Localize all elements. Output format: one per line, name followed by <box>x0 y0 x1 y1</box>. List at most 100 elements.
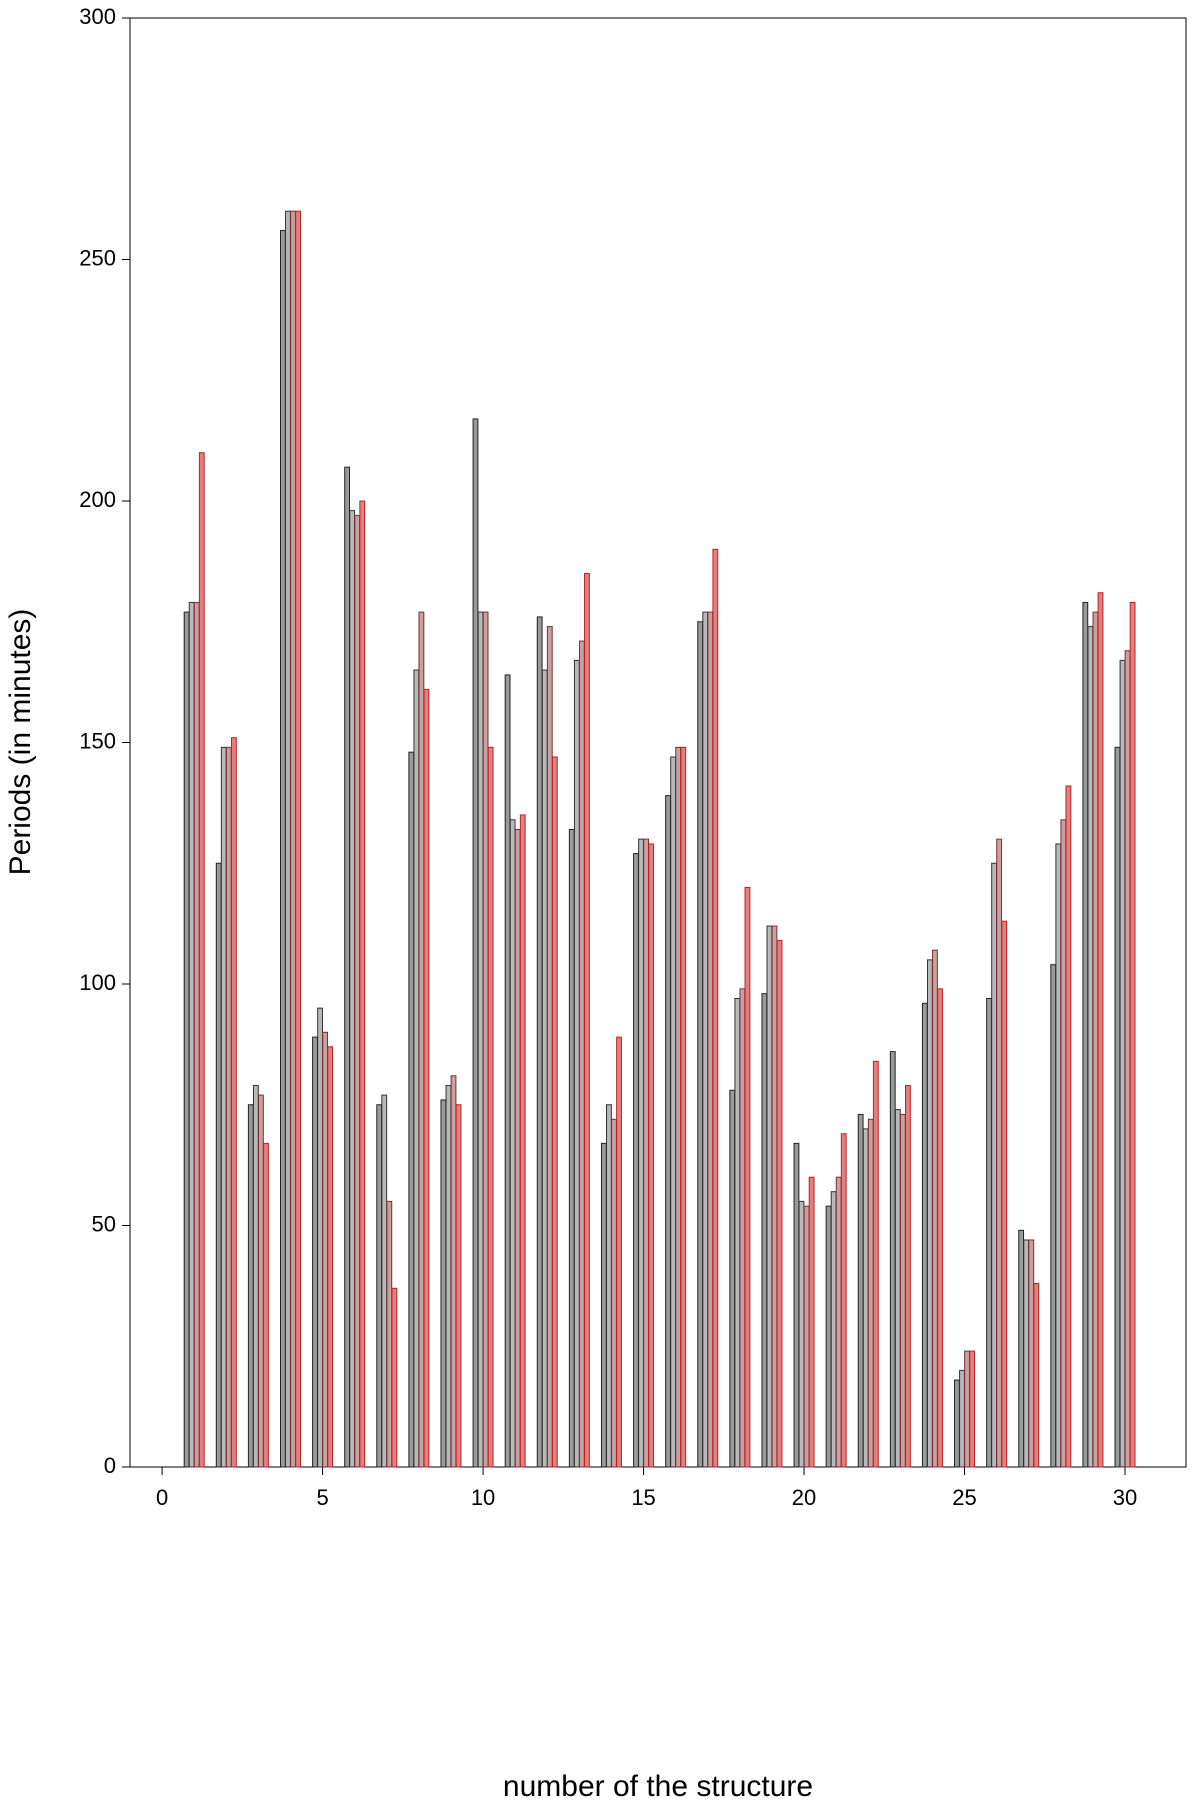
bar <box>670 756 677 1468</box>
bar <box>616 1036 622 1468</box>
bar <box>263 1142 269 1468</box>
bar <box>349 510 356 1468</box>
bar <box>408 751 415 1468</box>
bar <box>840 1133 847 1468</box>
x-tick-label: 10 <box>471 1485 495 1510</box>
bar <box>712 548 719 1468</box>
bar <box>258 1094 264 1468</box>
bar <box>969 1350 976 1468</box>
bar <box>551 756 558 1468</box>
bar <box>546 626 553 1468</box>
bar <box>932 949 938 1468</box>
y-axis-title: Periods (in minutes) <box>4 609 37 876</box>
bar <box>354 514 361 1468</box>
bar <box>761 993 768 1468</box>
bar <box>954 1379 960 1468</box>
bar <box>440 1099 447 1468</box>
bar <box>991 862 998 1468</box>
bar <box>680 746 687 1468</box>
y-tick-label: 250 <box>79 245 116 270</box>
bar <box>359 500 366 1468</box>
bar <box>611 1118 617 1468</box>
bar <box>487 746 494 1468</box>
bar <box>894 1109 901 1468</box>
y-tick-label: 50 <box>92 1211 116 1236</box>
bar <box>290 210 296 1468</box>
bar <box>803 1205 810 1468</box>
bar <box>279 230 286 1468</box>
bar <box>830 1191 837 1468</box>
bar <box>568 828 575 1468</box>
bar <box>1033 1282 1040 1468</box>
x-tick-label: 25 <box>952 1485 976 1510</box>
bar <box>600 1142 607 1468</box>
bar <box>996 838 1003 1468</box>
bar <box>381 1094 388 1468</box>
bar <box>295 210 301 1468</box>
bar <box>327 1046 334 1468</box>
bar <box>729 1089 736 1468</box>
bar <box>183 611 190 1468</box>
bar <box>675 746 682 1468</box>
bar <box>1050 964 1057 1468</box>
bar <box>857 1113 864 1468</box>
bar <box>514 828 521 1468</box>
bar <box>964 1350 970 1468</box>
bar <box>1087 626 1094 1468</box>
bar <box>578 640 585 1468</box>
bar <box>418 611 425 1468</box>
bar <box>450 1075 457 1468</box>
bar <box>899 1113 906 1468</box>
bar <box>1092 611 1099 1468</box>
bar <box>198 452 205 1468</box>
y-tick-label: 0 <box>104 1453 116 1478</box>
bar <box>285 210 291 1468</box>
bar <box>472 418 479 1468</box>
bar <box>584 572 590 1468</box>
bar <box>1097 592 1104 1468</box>
x-tick-label: 20 <box>792 1485 816 1510</box>
bar <box>1023 1239 1030 1468</box>
bar <box>776 940 783 1468</box>
x-tick-label: 5 <box>316 1485 328 1510</box>
bar <box>1028 1239 1035 1468</box>
bar <box>317 1007 323 1468</box>
bar <box>633 853 639 1468</box>
bar <box>519 814 526 1468</box>
bar <box>1129 601 1136 1468</box>
bar <box>606 1104 612 1468</box>
bar <box>230 737 237 1468</box>
x-tick-label: 15 <box>631 1485 655 1510</box>
bar <box>445 1084 452 1468</box>
bar <box>889 1051 896 1468</box>
bar <box>926 959 933 1468</box>
bar <box>872 1060 879 1468</box>
bar <box>793 1142 800 1468</box>
bar <box>215 862 222 1468</box>
bar <box>193 601 200 1468</box>
bar <box>862 1128 869 1468</box>
bar <box>322 1031 329 1468</box>
bar <box>509 819 516 1468</box>
bar <box>386 1200 393 1468</box>
x-axis-title: number of the structure <box>503 1770 813 1803</box>
bar <box>744 886 751 1468</box>
bar <box>423 688 430 1468</box>
y-tick-label: 300 <box>79 4 116 29</box>
bar <box>188 601 195 1468</box>
bar <box>921 1002 928 1468</box>
bar <box>835 1176 842 1468</box>
bar <box>905 1084 911 1468</box>
bar <box>707 611 714 1468</box>
bar <box>455 1104 462 1468</box>
bar <box>825 1205 832 1468</box>
bar <box>867 1118 874 1468</box>
bar <box>1119 659 1126 1468</box>
bar <box>541 669 548 1468</box>
bar <box>638 838 644 1468</box>
bar <box>771 925 778 1468</box>
bar <box>1124 650 1131 1468</box>
bar <box>766 925 773 1468</box>
bar <box>536 616 543 1468</box>
